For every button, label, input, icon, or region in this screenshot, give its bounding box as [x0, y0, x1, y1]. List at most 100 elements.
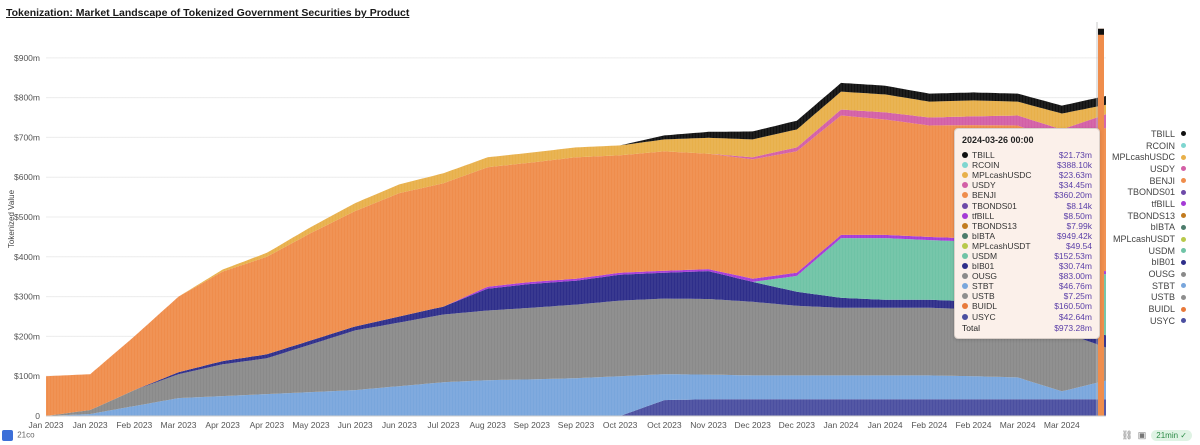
legend-item-mplcashusdc[interactable]: MPLcashUSDC	[1076, 151, 1186, 163]
legend-item-bibta[interactable]: bIBTA	[1076, 222, 1186, 234]
tooltip-row: USTB $7.25m	[962, 291, 1092, 301]
series-dot-icon	[962, 293, 968, 300]
footer-controls: ⛓ ▣ 21min ✓	[1121, 430, 1192, 441]
link-icon[interactable]: ⛓	[1121, 430, 1133, 440]
legend-label: MPLcashUSDT	[1112, 234, 1175, 245]
tooltip-series-name: USDM	[972, 250, 998, 261]
legend-label: BUIDL	[1148, 304, 1175, 315]
tooltip-row: MPLcashUSDC $23.63m	[962, 170, 1092, 180]
tooltip-series-value: $23.63m	[1058, 170, 1092, 181]
tooltip-rows: TBILL $21.73m RCOIN $388.10k MPLcashUSDC $23.…	[962, 150, 1092, 322]
tooltip-series-value: $160.50m	[1054, 301, 1092, 312]
tooltip-series-value: $49.54	[1066, 240, 1092, 251]
y-tick-label: $200m	[14, 331, 40, 341]
x-tick-label: Mar 2024	[1000, 420, 1036, 430]
footer-handle: 21co	[17, 430, 35, 440]
legend-label: tfBILL	[1151, 198, 1175, 209]
chart-legend: TBILL RCOIN MPLcashUSDC USDY BENJI TBONDS01 tf…	[1076, 128, 1186, 327]
tooltip-series-name: USYC	[972, 311, 996, 322]
tooltip-series-value: $30.74m	[1058, 261, 1092, 272]
legend-label: bIBTA	[1150, 222, 1175, 233]
tooltip-row: RCOIN $388.10k	[962, 160, 1092, 170]
area-series-mplcashusdc	[46, 91, 1106, 377]
y-tick-label: $800m	[14, 93, 40, 103]
legend-label: TBONDS01	[1127, 187, 1175, 198]
tooltip-series-value: $360.20m	[1054, 190, 1092, 201]
camera-icon[interactable]: ▣	[1137, 430, 1147, 440]
legend-item-usyc[interactable]: USYC	[1076, 315, 1186, 327]
x-tick-label: Jan 2023	[29, 420, 64, 430]
legend-label: RCOIN	[1146, 140, 1175, 151]
footer-attribution: 21co	[2, 430, 35, 441]
tooltip-series-name: bIB01	[972, 261, 995, 272]
legend-dot-icon	[1181, 306, 1186, 312]
legend-label: USTB	[1150, 292, 1175, 303]
tooltip-row: bIB01 $30.74m	[962, 261, 1092, 271]
tooltip-row: USYC $42.64m	[962, 312, 1092, 322]
series-dot-icon	[962, 192, 968, 199]
hover-tooltip: 2024-03-26 00:00 TBILL $21.73m RCOIN $388.1…	[954, 128, 1100, 339]
legend-item-ustb[interactable]: USTB	[1076, 292, 1186, 304]
series-dot-icon	[962, 222, 968, 229]
tooltip-series-value: $21.73m	[1058, 150, 1092, 161]
y-tick-label: $400m	[14, 252, 40, 262]
tooltip-row: USDM $152.53m	[962, 251, 1092, 261]
x-tick-label: Dec 2023	[779, 420, 816, 430]
series-dot-icon	[962, 172, 968, 179]
legend-item-tbonds01[interactable]: TBONDS01	[1076, 186, 1186, 198]
tooltip-series-value: $34.45m	[1058, 180, 1092, 191]
legend-item-stbt[interactable]: STBT	[1076, 280, 1186, 292]
legend-dot-icon	[1181, 248, 1186, 254]
legend-label: MPLcashUSDC	[1111, 152, 1175, 163]
x-tick-label: Dec 2023	[734, 420, 771, 430]
legend-item-ousg[interactable]: OUSG	[1076, 268, 1186, 280]
legend-item-buidl[interactable]: BUIDL	[1076, 303, 1186, 315]
check-icon: ✓	[1180, 431, 1187, 440]
legend-item-rcoin[interactable]: RCOIN	[1076, 140, 1186, 152]
legend-item-tfbill[interactable]: tfBILL	[1076, 198, 1186, 210]
legend-item-usdy[interactable]: USDY	[1076, 163, 1186, 175]
tooltip-series-value: $7.25m	[1063, 291, 1092, 302]
tooltip-date: 2024-03-26 00:00	[962, 135, 1034, 145]
legend-item-mplcashusdt[interactable]: MPLcashUSDT	[1076, 233, 1186, 245]
legend-dot-icon	[1181, 294, 1186, 300]
legend-label: TBILL	[1150, 128, 1175, 139]
refresh-badge[interactable]: 21min ✓	[1151, 430, 1192, 441]
legend-item-tbonds13[interactable]: TBONDS13	[1076, 210, 1186, 222]
x-tick-label: Nov 2023	[690, 420, 727, 430]
tooltip-series-value: $949.42k	[1057, 230, 1092, 241]
tooltip-series-value: $388.10k	[1057, 160, 1092, 171]
x-tick-label: Jan 2024	[868, 420, 903, 430]
refresh-time: 21min	[1156, 431, 1179, 440]
chart-title[interactable]: Tokenization: Market Landscape of Tokeni…	[6, 7, 410, 19]
tooltip-series-value: $7.99k	[1066, 220, 1092, 231]
legend-item-bib01[interactable]: bIB01	[1076, 257, 1186, 269]
legend-item-benji[interactable]: BENJI	[1076, 175, 1186, 187]
tooltip-total-value: $973.28m	[1054, 322, 1092, 333]
series-dot-icon	[962, 182, 968, 189]
tooltip-series-name: TBONDS01	[972, 200, 1017, 211]
tooltip-series-value: $46.76m	[1058, 281, 1092, 292]
legend-dot-icon	[1181, 259, 1186, 265]
y-tick-label: $900m	[14, 53, 40, 63]
legend-item-tbill[interactable]: TBILL	[1076, 128, 1186, 140]
tooltip-series-value: $8.14k	[1066, 200, 1092, 211]
area-series-benji	[46, 115, 1106, 416]
series-dot-icon	[962, 212, 968, 219]
y-tick-label: 0	[35, 411, 40, 421]
y-tick-label: $100m	[14, 371, 40, 381]
series-dot-icon	[962, 263, 968, 270]
legend-label: bIB01	[1151, 257, 1175, 268]
tooltip-row: TBILL $21.73m	[962, 150, 1092, 160]
tooltip-row: bIBTA $949.42k	[962, 231, 1092, 241]
tooltip-series-name: MPLcashUSDT	[972, 240, 1031, 251]
tooltip-series-value: $152.53m	[1054, 250, 1092, 261]
legend-item-usdm[interactable]: USDM	[1076, 245, 1186, 257]
series-dot-icon	[962, 252, 968, 259]
x-tick-label: Jan 2024	[824, 420, 859, 430]
area-series-usyc	[46, 399, 1106, 416]
tooltip-series-name: TBILL	[972, 150, 995, 161]
tooltip-series-name: USTB	[972, 291, 995, 302]
latest-bar	[1098, 28, 1104, 417]
legend-dot-icon	[1181, 318, 1186, 324]
